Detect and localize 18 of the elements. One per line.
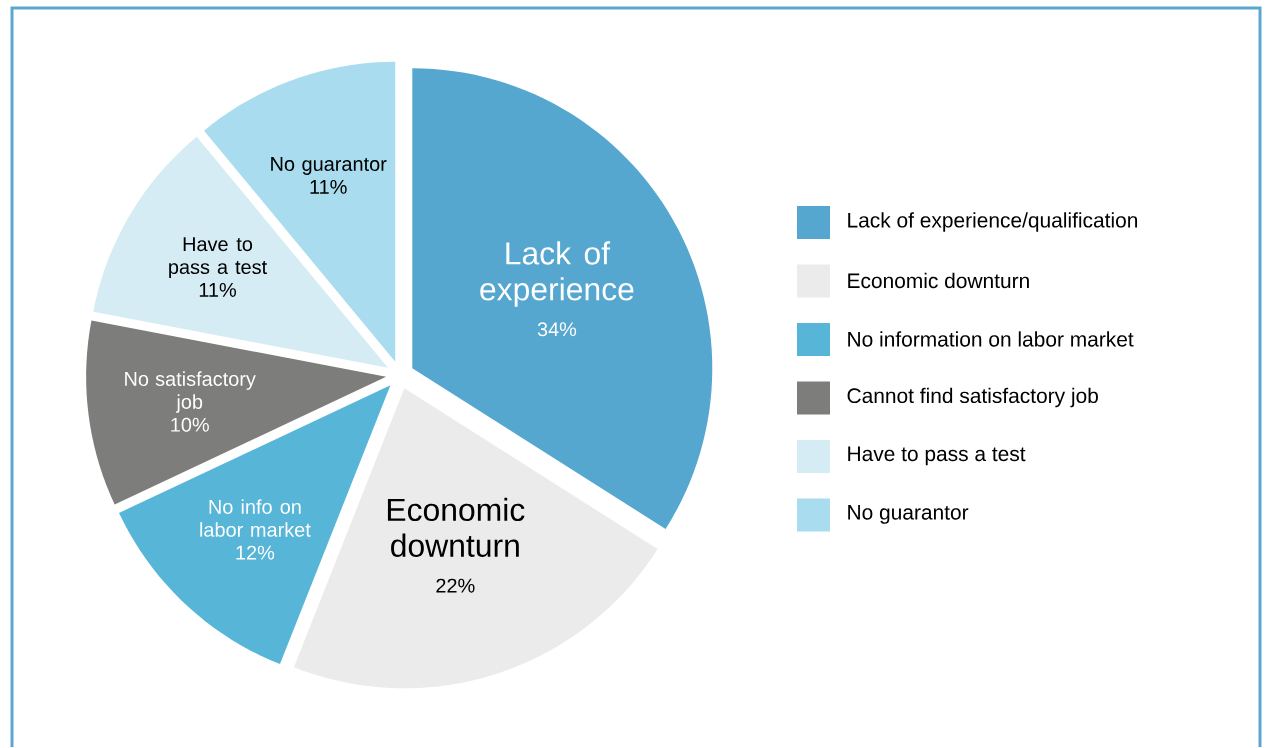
data-label: 12% — [236, 545, 275, 560]
text: No info on labor market — [200, 499, 311, 537]
legend-label: Economic downturn — [848, 272, 1029, 288]
text: Have to pass a test — [169, 237, 267, 278]
legend-label: No information on labor market — [848, 331, 1134, 347]
text: Economic downturn — [387, 497, 525, 557]
text: Lack of experience — [480, 241, 634, 307]
legend-label: No guarantor — [848, 504, 969, 524]
data-label: 34% — [537, 321, 577, 337]
legend-label: Cannot find satisfactory job — [847, 387, 1098, 408]
data-label: 22% — [436, 578, 475, 593]
data-label: 11% — [199, 282, 236, 297]
text: No satisfactory job — [125, 371, 256, 413]
legend-label: Lack of experience/qualification — [848, 212, 1138, 232]
data-label: 10% — [171, 417, 209, 432]
legend-label: Have to pass a test — [848, 446, 1026, 466]
text: No guarantor — [271, 156, 387, 175]
data-label: 11% — [310, 179, 347, 194]
